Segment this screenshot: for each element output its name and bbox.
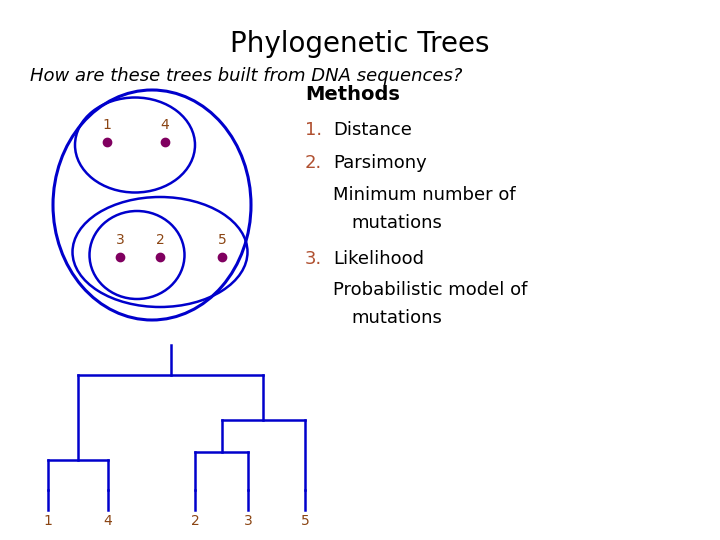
Text: 4: 4 — [161, 118, 169, 132]
Text: 2.: 2. — [305, 154, 323, 172]
Text: 5: 5 — [301, 514, 310, 528]
Text: 5: 5 — [217, 233, 226, 247]
Text: 1: 1 — [102, 118, 112, 132]
Text: 2: 2 — [191, 514, 199, 528]
Text: Phylogenetic Trees: Phylogenetic Trees — [230, 30, 490, 58]
Text: How are these trees built from DNA sequences?: How are these trees built from DNA seque… — [30, 67, 462, 85]
Text: Distance: Distance — [333, 122, 412, 139]
Text: Parsimony: Parsimony — [333, 154, 427, 172]
Text: 3.: 3. — [305, 250, 323, 268]
Text: 1.: 1. — [305, 122, 322, 139]
Text: 1: 1 — [44, 514, 53, 528]
Text: mutations: mutations — [351, 309, 442, 327]
Text: Methods: Methods — [305, 85, 400, 104]
Text: Probabilistic model of: Probabilistic model of — [333, 281, 527, 299]
Text: 4: 4 — [104, 514, 112, 528]
Text: Likelihood: Likelihood — [333, 250, 424, 268]
Text: 3: 3 — [116, 233, 125, 247]
Text: mutations: mutations — [351, 214, 442, 232]
Text: 3: 3 — [243, 514, 253, 528]
Text: 2: 2 — [156, 233, 164, 247]
Text: Minimum number of: Minimum number of — [333, 186, 516, 204]
